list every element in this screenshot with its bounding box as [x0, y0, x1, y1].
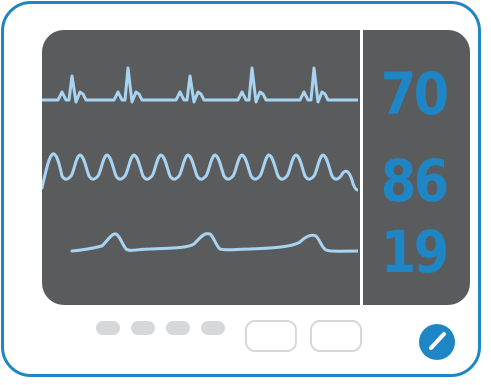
respiration-readout: 19	[380, 218, 449, 286]
dial-knob-icon[interactable]	[418, 323, 456, 361]
spo2-waveform	[42, 152, 358, 192]
waveform-panel	[42, 66, 358, 253]
respiration-waveform	[70, 232, 358, 253]
soft-button-left[interactable]	[245, 320, 297, 352]
indicator-light	[201, 321, 225, 335]
screen-divider	[360, 30, 363, 305]
spo2-readout: 86	[380, 147, 449, 215]
indicator-light	[166, 321, 190, 335]
monitor-screen: 70 86 19	[42, 30, 470, 305]
soft-button-right[interactable]	[310, 320, 362, 352]
ecg-waveform	[42, 66, 358, 104]
indicator-light	[96, 321, 120, 335]
heart-rate-readout: 70	[380, 60, 449, 128]
indicator-light	[131, 321, 155, 335]
